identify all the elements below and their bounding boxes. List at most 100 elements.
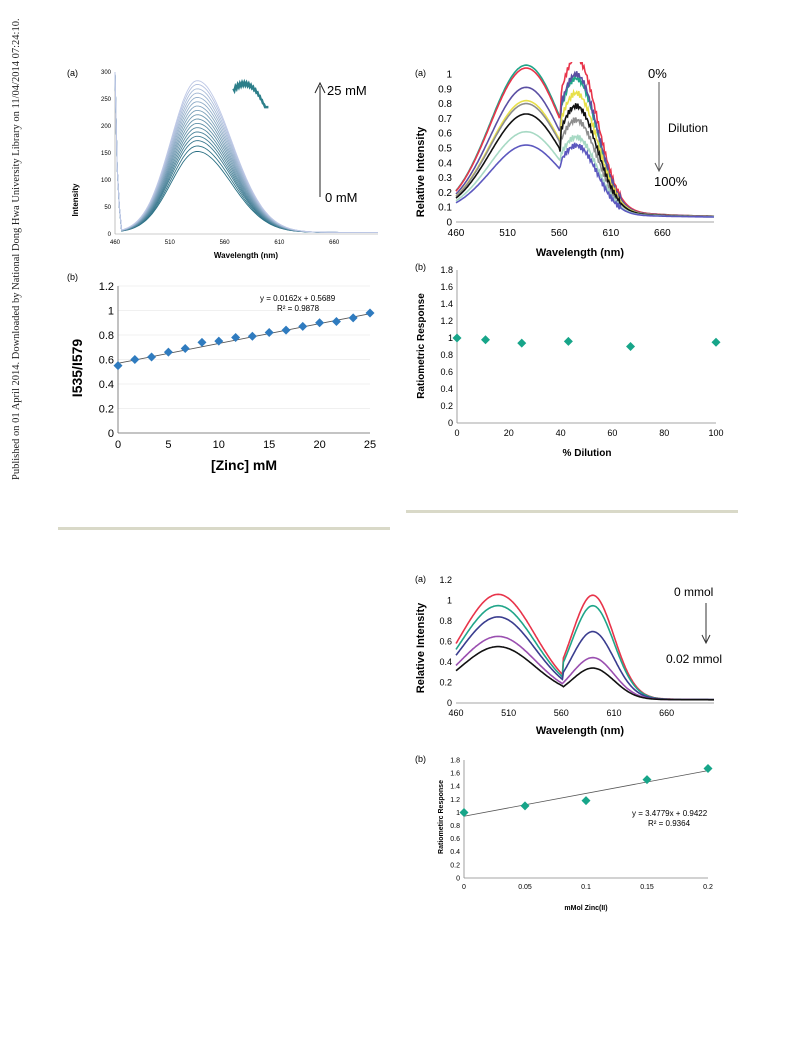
annotation-bottom: 0 mM xyxy=(325,190,358,205)
y-tick-label: 0.4 xyxy=(438,158,452,169)
y-tick-label: 1 xyxy=(447,596,452,606)
y-tick-label: 0.2 xyxy=(438,188,452,199)
spectrum-line xyxy=(455,635,714,701)
data-point xyxy=(581,796,591,806)
data-point xyxy=(197,337,207,347)
fig-zinc-mmol-ratio: (b) Ratiometirc Response 0 0.2 0.4 0.6 0.8 1 1… xyxy=(415,754,713,912)
y-tick-label: 0.6 xyxy=(450,836,460,843)
y-axis-label: Relative Intensity xyxy=(415,602,427,693)
y-tick-label: 0.6 xyxy=(440,367,453,377)
y-axis-label: Ratiometric Response xyxy=(416,293,427,399)
y-tick-label: 0.2 xyxy=(440,401,453,411)
data-point xyxy=(214,336,224,346)
data-point xyxy=(711,337,721,347)
x-tick-label: 660 xyxy=(659,708,674,718)
annotation-bottom: 100% xyxy=(654,174,688,189)
data-point xyxy=(281,325,291,335)
spectrum-line xyxy=(114,71,378,233)
y-tick-label: 0.2 xyxy=(99,403,114,415)
x-tick-label: 0 xyxy=(115,439,121,451)
y-tick-label: 50 xyxy=(104,205,111,211)
x-tick-label: 510 xyxy=(165,240,176,246)
data-point xyxy=(517,338,527,348)
y-tick-label: 0.4 xyxy=(440,384,453,394)
x-tick-label: 25 xyxy=(364,439,376,451)
y-tick-label: 0.4 xyxy=(450,849,460,856)
x-tick-label: 60 xyxy=(607,428,617,438)
y-tick-label: 0.4 xyxy=(99,379,114,391)
y-tick-label: 0.2 xyxy=(450,862,460,869)
y-tick-label: 100 xyxy=(101,178,112,184)
y-tick-label: 1.6 xyxy=(450,771,460,778)
y-tick-label: 1.4 xyxy=(450,784,460,791)
y-tick-label: 0.6 xyxy=(439,637,452,647)
y-tick-label: 0 xyxy=(456,875,460,882)
data-point xyxy=(480,335,490,345)
y-tick-label: 1 xyxy=(108,305,114,317)
trendline xyxy=(117,313,371,364)
data-point xyxy=(520,801,530,811)
panel-label: (b) xyxy=(415,754,426,764)
x-tick-label: 610 xyxy=(602,228,619,239)
data-point xyxy=(365,308,375,318)
x-axis-label: % Dilution xyxy=(563,448,612,459)
data-point xyxy=(147,352,157,362)
annotation-top: 25 mM xyxy=(327,83,367,98)
y-tick-label: 300 xyxy=(101,70,112,76)
annotation-top: 0 mmol xyxy=(674,585,713,599)
spectrum-line xyxy=(455,645,714,701)
y-tick-label: 1.2 xyxy=(450,797,460,804)
y-tick-label: 0.8 xyxy=(440,350,453,360)
y-tick-label: 200 xyxy=(101,124,112,130)
fig-dilution-spectra: (a) Relative Intensity 0 0.1 0.2 0.3 0.4 0.5 0… xyxy=(415,62,715,259)
y-tick-label: 0.6 xyxy=(99,354,114,366)
data-point xyxy=(264,328,274,338)
data-point xyxy=(231,332,241,342)
y-tick-label: 0.5 xyxy=(438,144,452,155)
y-tick-label: 1.6 xyxy=(440,282,453,292)
y-tick-label: 1 xyxy=(446,70,452,81)
x-tick-label: 460 xyxy=(110,240,121,246)
y-tick-label: 0.1 xyxy=(438,203,452,214)
y-tick-label: 0.9 xyxy=(438,84,452,95)
y-tick-label: 1.8 xyxy=(440,265,453,275)
x-tick-label: 15 xyxy=(263,439,275,451)
data-point xyxy=(163,347,173,357)
data-point xyxy=(348,313,358,323)
y-tick-label: 0 xyxy=(108,428,114,440)
x-tick-label: 510 xyxy=(499,228,516,239)
x-axis-label: Wavelength (nm) xyxy=(536,247,625,259)
x-tick-label: 560 xyxy=(554,708,569,718)
data-point xyxy=(315,318,325,328)
y-tick-label: 0.8 xyxy=(439,616,452,626)
x-tick-label: 40 xyxy=(556,428,566,438)
panel-label: (b) xyxy=(67,272,78,282)
annotation-bottom: 0.02 mmol xyxy=(666,652,722,666)
download-watermark: Published on 01 April 2014. Downloaded b… xyxy=(11,18,22,480)
y-tick-label: 1.2 xyxy=(439,575,452,585)
x-tick-label: 100 xyxy=(708,428,723,438)
data-point xyxy=(113,361,123,371)
x-axis-label: Wavelength (nm) xyxy=(214,251,278,260)
x-tick-label: 560 xyxy=(551,228,568,239)
y-axis-label: Ratiometirc Response xyxy=(438,780,445,854)
x-tick-label: 610 xyxy=(274,240,285,246)
x-tick-label: 20 xyxy=(504,428,514,438)
y-tick-label: 0.2 xyxy=(439,678,452,688)
y-axis-label: Intensity xyxy=(71,183,80,216)
annotation-top: 0% xyxy=(648,66,667,81)
y-tick-label: 150 xyxy=(101,151,112,157)
x-tick-label: 460 xyxy=(448,708,463,718)
panel-label: (b) xyxy=(415,262,426,272)
fig-zinc-spectra: (a) Intensity 0 50 100 150 200 250 300 460 510 56… xyxy=(67,68,378,260)
fig-zinc-ratio: (b) I535/I579 0 0.2 0.4 0.6 0.8 1 1.2 0 5 10 15 20 2… xyxy=(67,272,376,473)
r-squared: R² = 0.9364 xyxy=(648,819,691,828)
x-tick-label: 660 xyxy=(654,228,671,239)
data-point xyxy=(298,321,308,331)
y-tick-label: 0.8 xyxy=(438,99,452,110)
equation: y = 3.4779x + 0.9422 xyxy=(632,809,708,818)
panel-label: (a) xyxy=(415,574,426,584)
panel-label: (a) xyxy=(415,68,426,78)
y-tick-label: 250 xyxy=(101,97,112,103)
r-squared: R² = 0.9878 xyxy=(277,304,320,313)
